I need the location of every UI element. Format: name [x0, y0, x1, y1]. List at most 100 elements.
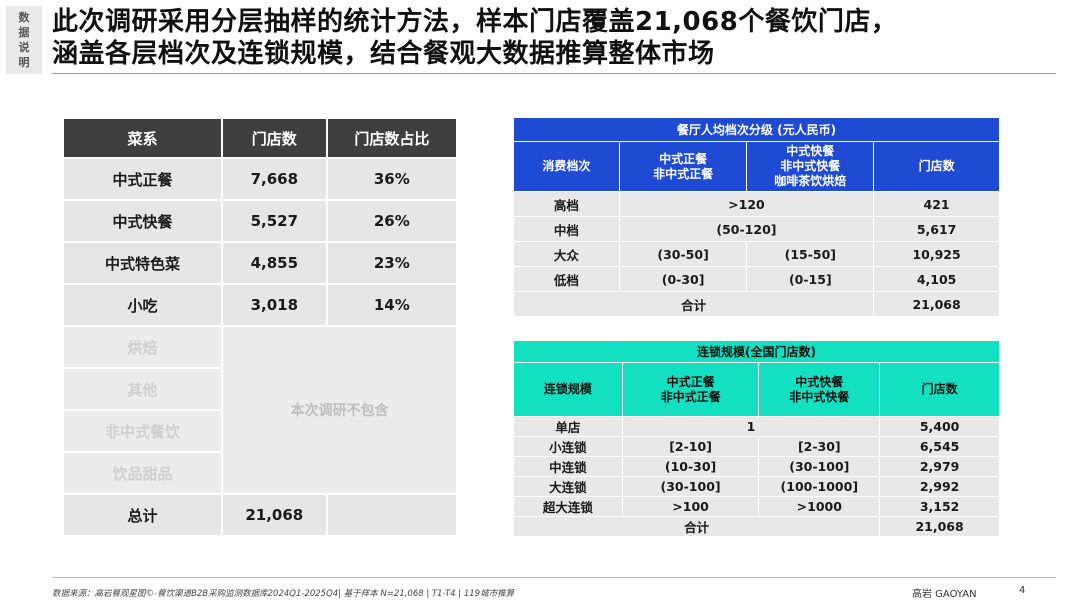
excluded-cuisine: 其他 [62, 367, 223, 411]
table-header-row: 菜系 门店数 门店数占比 [62, 117, 459, 159]
data-source-note: 数据来源：高岩餐观星图©-餐饮渠道B2B采购监测数据库2024Q1-2025Q4… [52, 589, 515, 599]
store-count: 3,018 [220, 283, 328, 327]
title-divider [52, 73, 1056, 74]
table-caption-row: 餐厅人均档次分级 (元人民币) [513, 117, 1000, 142]
total-label: 合计 [512, 291, 875, 317]
store-count: 5,617 [873, 216, 1000, 242]
scale-label: 大连锁 [513, 476, 623, 497]
store-range: (100-1000] [758, 476, 881, 497]
column-header: 门店数占比 [325, 117, 459, 159]
price-range: (0-30] [618, 266, 748, 292]
store-count: 3,152 [879, 496, 1000, 517]
data-note-tag: 数 据 说 明 [6, 6, 42, 74]
store-range: (30-100] [758, 456, 881, 477]
column-header: 门店数 [873, 141, 1000, 192]
total-label: 总计 [62, 493, 223, 537]
store-range: [2-10] [621, 436, 760, 457]
cuisine-table: 菜系 门店数 门店数占比 中式正餐 7,668 36% 中式快餐 5,527 2… [62, 117, 459, 537]
cuisine-name: 中式正餐 [62, 157, 223, 201]
price-range: (30-50] [618, 241, 748, 267]
excluded-cuisine: 烘焙 [62, 325, 223, 369]
store-count: 6,545 [879, 436, 1000, 457]
column-header: 中式快餐 非中式快餐 [758, 362, 881, 417]
store-count: 5,527 [220, 199, 328, 243]
tier-label: 高档 [513, 191, 620, 217]
column-header: 连锁规模 [513, 362, 623, 417]
side-tag-char: 数 [18, 11, 30, 24]
table-row: 中式快餐 5,527 26% [62, 199, 459, 243]
cuisine-name: 中式快餐 [62, 199, 223, 243]
price-range: (15-50] [746, 241, 875, 267]
store-count: 2,992 [879, 476, 1000, 497]
store-count: 4,855 [220, 241, 328, 285]
side-tag-char: 明 [18, 56, 30, 69]
store-range: >100 [621, 496, 760, 517]
title-line-1: 此次调研采用分层抽样的统计方法，样本门店覆盖21,068个餐饮门店， [52, 7, 898, 37]
title-line-2: 涵盖各层档次及连锁规模，结合餐观大数据推算整体市场 [52, 39, 715, 69]
store-range: (30-100] [621, 476, 760, 497]
table-row: 中连锁 (10-30] (30-100] 2,979 [513, 456, 1000, 477]
store-range: (10-30] [621, 456, 760, 477]
tier-label: 低档 [513, 266, 620, 292]
column-header: 中式快餐 非中式快餐 咖啡茶饮烘焙 [746, 141, 875, 192]
store-pct: 26% [325, 199, 459, 243]
table-row: 低档 (0-30] (0-15] 4,105 [513, 266, 1000, 292]
total-empty [325, 493, 459, 537]
total-row: 合计 21,068 [512, 291, 1000, 317]
footer-divider [52, 577, 1056, 578]
column-header: 中式正餐 非中式正餐 [618, 141, 748, 192]
table-row: 其他 [62, 367, 457, 411]
table-row: 烘焙 本次调研不包含 [62, 325, 459, 495]
price-tier-table: 餐厅人均档次分级 (元人民币) 消费档次 中式正餐 非中式正餐 中式快餐 非中式… [512, 117, 1000, 317]
store-range: 1 [621, 416, 881, 437]
total-value: 21,068 [873, 291, 1000, 317]
column-header: 消费档次 [513, 141, 620, 192]
price-range: (50-120] [618, 216, 875, 242]
store-count: 421 [873, 191, 1000, 217]
side-tag-char: 据 [18, 26, 30, 39]
table-caption: 餐厅人均档次分级 (元人民币) [513, 117, 1000, 142]
store-count: 7,668 [220, 157, 328, 201]
column-header: 中式正餐 非中式正餐 [621, 362, 760, 417]
column-header: 门店数 [879, 362, 1000, 417]
table-row: 饮品甜品 [62, 451, 457, 495]
table-row: 小吃 3,018 14% [62, 283, 459, 327]
total-value: 21,068 [879, 516, 1000, 537]
total-label: 合计 [512, 516, 881, 537]
column-header: 菜系 [62, 117, 223, 159]
store-pct: 14% [325, 283, 459, 327]
chain-scale-table: 连锁规模(全国门店数) 连锁规模 中式正餐 非中式正餐 中式快餐 非中式快餐 门… [512, 340, 1000, 537]
store-pct: 23% [325, 241, 459, 285]
store-count: 5,400 [879, 416, 1000, 437]
table-row: 大连锁 (30-100] (100-1000] 2,992 [513, 476, 1000, 497]
table-row: 单店 1 5,400 [513, 416, 1000, 437]
store-count: 2,979 [879, 456, 1000, 477]
side-tag-char: 说 [18, 41, 30, 54]
scale-label: 中连锁 [513, 456, 623, 477]
tier-label: 中档 [513, 216, 620, 242]
cuisine-name: 中式特色菜 [62, 241, 223, 285]
table-row: 中档 (50-120] 5,617 [513, 216, 1000, 242]
total-value: 21,068 [220, 493, 328, 537]
table-row: 中式特色菜 4,855 23% [62, 241, 459, 285]
table-header-row: 连锁规模 中式正餐 非中式正餐 中式快餐 非中式快餐 门店数 [513, 362, 1000, 417]
table-caption: 连锁规模(全国门店数) [513, 340, 1000, 363]
store-range: [2-30] [758, 436, 881, 457]
table-header-row: 消费档次 中式正餐 非中式正餐 中式快餐 非中式快餐 咖啡茶饮烘焙 门店数 [513, 141, 1000, 192]
scale-label: 单店 [513, 416, 623, 437]
scale-label: 超大连锁 [513, 496, 623, 517]
scale-label: 小连锁 [513, 436, 623, 457]
table-row: 高档 >120 421 [513, 191, 1000, 217]
table-caption-row: 连锁规模(全国门店数) [513, 340, 1000, 363]
table-row: 超大连锁 >100 >1000 3,152 [513, 496, 1000, 517]
table-row: 大众 (30-50] (15-50] 10,925 [513, 241, 1000, 267]
store-range: >1000 [758, 496, 881, 517]
price-range: (0-15] [746, 266, 875, 292]
tier-label: 大众 [513, 241, 620, 267]
store-count: 10,925 [873, 241, 1000, 267]
page-number: 4 [1019, 585, 1026, 596]
page-title: 此次调研采用分层抽样的统计方法，样本门店覆盖21,068个餐饮门店， 涵盖各层档… [52, 6, 1062, 70]
price-range: >120 [618, 191, 875, 217]
excluded-note: 本次调研不包含 [220, 325, 459, 495]
store-pct: 36% [325, 157, 459, 201]
